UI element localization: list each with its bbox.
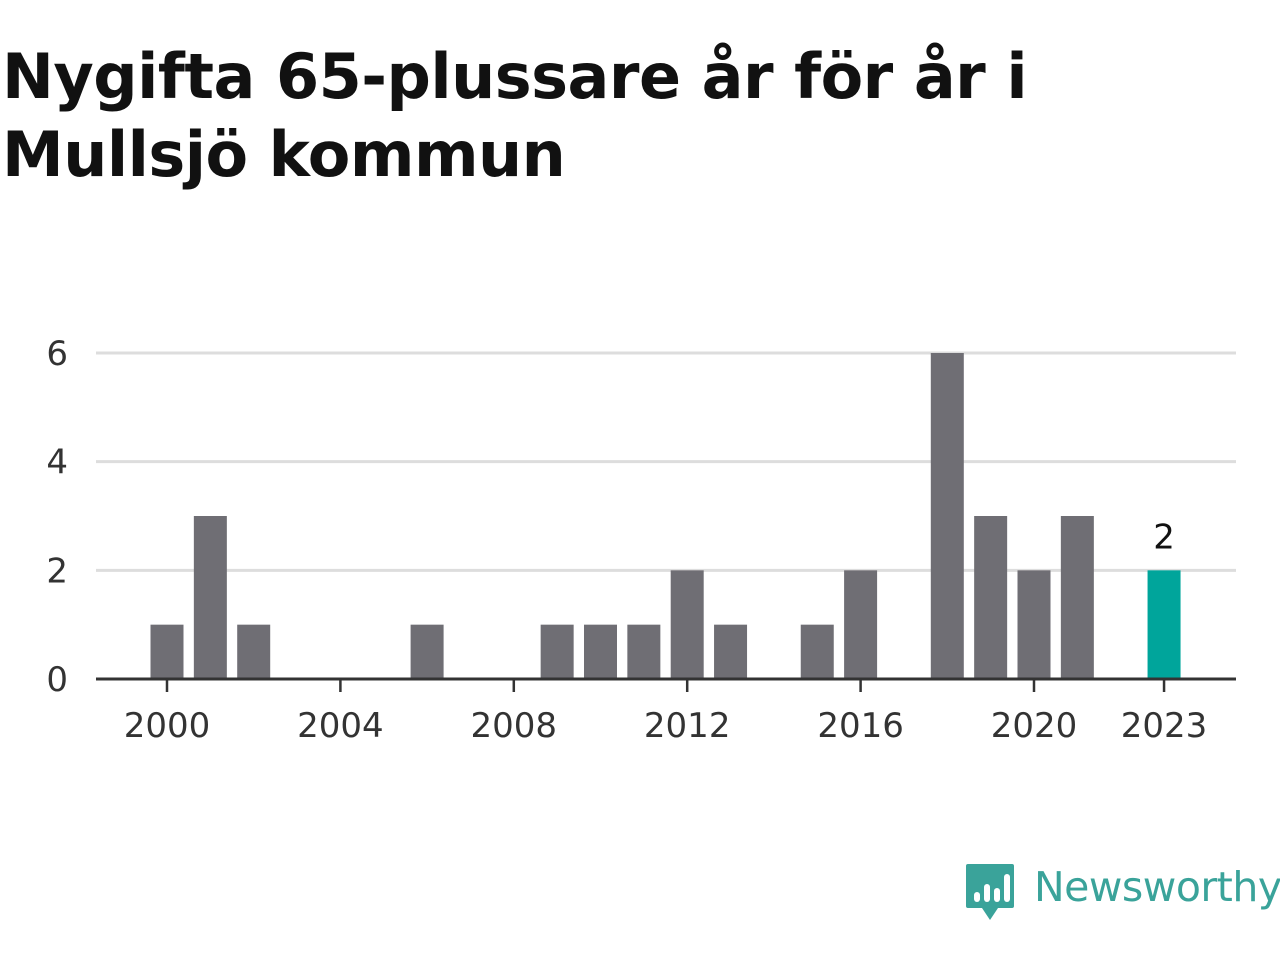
y-tick-label: 6 [46, 334, 68, 374]
x-tick-label: 2004 [297, 706, 384, 746]
bar-2023 [1147, 570, 1181, 679]
bar-2015 [800, 624, 834, 679]
x-tick-label: 2012 [644, 706, 731, 746]
data-label-2023: 2 [1153, 517, 1175, 557]
bar-2001 [193, 516, 227, 679]
y-tick-label: 4 [46, 443, 68, 483]
x-axis [96, 677, 1236, 692]
bar-2006 [410, 624, 444, 679]
y-tick-labels: 0 2 4 6 [46, 334, 68, 700]
brand-name: Newsworthy [1034, 863, 1280, 911]
x-tick-label: 2000 [124, 706, 211, 746]
bar-2019 [974, 516, 1008, 679]
y-tick-label: 2 [46, 551, 68, 591]
x-tick-label: 2016 [817, 706, 904, 746]
data-labels: 2 [1153, 517, 1175, 557]
newsworthy-logo-icon [966, 864, 1014, 920]
x-tick-labels: 2000 2004 2008 2012 2016 2020 2023 [124, 706, 1208, 746]
brand-logo: Newsworthy [964, 862, 1280, 928]
x-tick-label: 2020 [991, 706, 1078, 746]
bar-2011 [627, 624, 661, 679]
chart-title: Nygifta 65-plussare år för år i Mullsjö … [2, 40, 1028, 191]
bars [150, 353, 1181, 679]
bar-2013 [714, 624, 748, 679]
bar-2018 [930, 353, 964, 679]
bar-2012 [670, 570, 704, 679]
bar-2009 [540, 624, 574, 679]
x-tick-label: 2023 [1121, 706, 1208, 746]
bar-2020 [1017, 570, 1051, 679]
bar-2002 [237, 624, 271, 679]
x-tick-label: 2008 [471, 706, 558, 746]
bar-2010 [584, 624, 617, 679]
bar-2021 [1060, 516, 1094, 679]
bar-2016 [844, 570, 878, 679]
bar-2000 [150, 624, 184, 679]
y-tick-label: 0 [46, 660, 68, 700]
